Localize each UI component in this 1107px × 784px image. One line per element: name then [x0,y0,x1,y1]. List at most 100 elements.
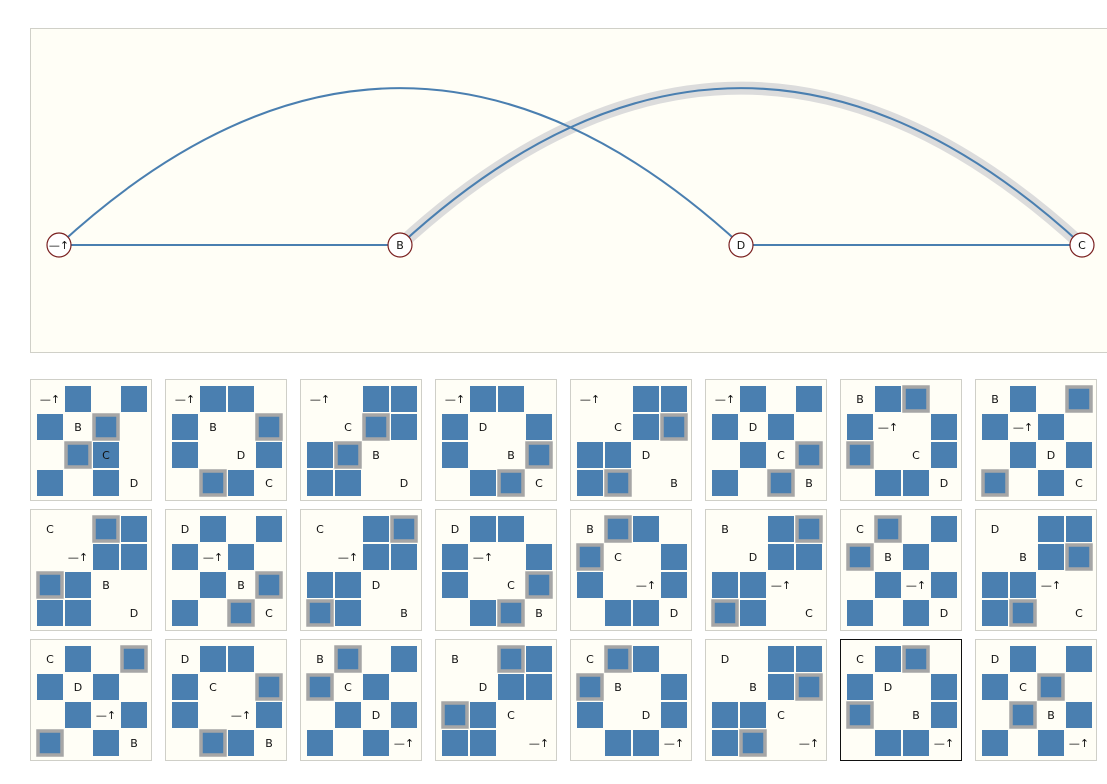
permutation-thumbnail[interactable]: —↑ D C B [705,379,827,501]
permutation-thumbnail[interactable]: B C —↑ D [570,509,692,631]
permutation-thumbnail[interactable]: B D C —↑ [435,639,557,761]
filled-cell [498,674,524,700]
cell-label: B [991,393,999,406]
permutation-thumbnail[interactable]: B —↑ C D [840,379,962,501]
permutation-thumbnail[interactable]: C B —↑ D [840,509,962,631]
permutation-thumbnail[interactable]: —↑ B C D [30,379,152,501]
permutation-thumbnail[interactable]: D —↑ B C [165,509,287,631]
permutation-thumbnail[interactable]: B C D —↑ [300,639,422,761]
cell-label: B [130,737,138,750]
cell-label: C [507,709,515,722]
filled-cell [65,702,91,728]
permutation-thumbnail[interactable]: D B —↑ C [975,509,1097,631]
node-label-D: D [737,239,745,252]
filled-cell [307,674,333,700]
filled-cell [796,674,822,700]
highlight-ring [846,441,874,469]
filled-cell [1066,702,1092,728]
cell-label: C [777,709,785,722]
highlight-ring [1037,673,1065,701]
permutation-thumbnail[interactable]: C B D —↑ [570,639,692,761]
filled-cell [498,470,524,496]
cell-label: B [507,449,515,462]
cell-label: C [265,607,273,620]
filled-cell [363,730,389,756]
cell-label: —↑ [203,551,223,564]
permutation-thumbnail[interactable]: D C B —↑ [975,639,1097,761]
thumbnail-grid: B —↑ C D [846,385,957,496]
cell-label: D [884,681,892,694]
highlight-ring [390,515,418,543]
permutation-thumbnail[interactable]: B —↑ D C [975,379,1097,501]
filled-cell [768,470,794,496]
permutation-thumbnail[interactable]: D B C —↑ [705,639,827,761]
filled-cell [903,600,929,626]
cell-label: C [777,449,785,462]
filled-cell [228,600,254,626]
permutation-thumbnail[interactable]: —↑ C D B [570,379,692,501]
highlight-ring [767,469,795,497]
cell-label: B [614,681,622,694]
cell-label: B [372,449,380,462]
filled-cell [498,516,524,542]
filled-cell [470,702,496,728]
thumbnail-grid: C D —↑ B [36,645,148,757]
cell-label: D [991,653,999,666]
cell-label: B [721,523,729,536]
permutation-thumbnail[interactable]: D C —↑ B [165,639,287,761]
permutation-thumbnail[interactable]: C —↑ D B [300,509,422,631]
cell-label: —↑ [338,551,358,564]
filled-cell [931,702,957,728]
cell-label: C [507,579,515,592]
cell-label: B [74,421,82,434]
permutation-thumbnail[interactable]: —↑ D B C [435,379,557,501]
highlight-ring [92,515,120,543]
filled-cell [605,600,631,626]
filled-cell [633,386,659,412]
cell-label: D [372,709,380,722]
cell-label: B [856,393,864,406]
filled-cell [1066,646,1092,672]
filled-cell [442,730,468,756]
filled-cell [1010,702,1036,728]
filled-cell [605,646,631,672]
cell-label: D [130,607,138,620]
cell-label: D [479,421,487,434]
highlight-ring [362,413,390,441]
filled-cell [633,516,659,542]
permutation-thumbnail[interactable]: D —↑ C B [435,509,557,631]
cell-label: B [749,681,757,694]
filled-cell [847,544,873,570]
highlight-ring [525,441,553,469]
cell-label: D [991,523,999,536]
filled-cell [605,442,631,468]
filled-cell [307,600,333,626]
permutation-thumbnail[interactable]: C —↑ B D [30,509,152,631]
cell-label: C [316,523,324,536]
highlight-ring [64,441,92,469]
node-label-B: B [396,239,404,252]
filled-cell [712,572,738,598]
highlight-ring [604,645,632,673]
permutation-thumbnail[interactable]: C D B —↑ [840,639,962,761]
permutation-thumbnail[interactable]: —↑ C B D [300,379,422,501]
permutation-thumbnail[interactable]: B D —↑ C [705,509,827,631]
filled-cell [93,544,119,570]
filled-cell [768,414,794,440]
cell-label: B [316,653,324,666]
filled-cell [875,516,901,542]
highlight-ring [846,701,874,729]
filled-cell [200,470,226,496]
filled-cell [65,646,91,672]
cell-label: D [74,681,82,694]
thumbnail-grid: D —↑ C B [442,516,553,627]
highlight-ring [199,469,227,497]
cell-label: B [912,709,920,722]
permutation-thumbnail[interactable]: —↑ B D C [165,379,287,501]
cell-label: B [400,607,408,620]
permutation-thumbnail[interactable]: C D —↑ B [30,639,152,761]
filled-cell [256,516,282,542]
highlight-ring [902,385,930,413]
cell-label: D [372,579,380,592]
highlight-ring [306,673,334,701]
